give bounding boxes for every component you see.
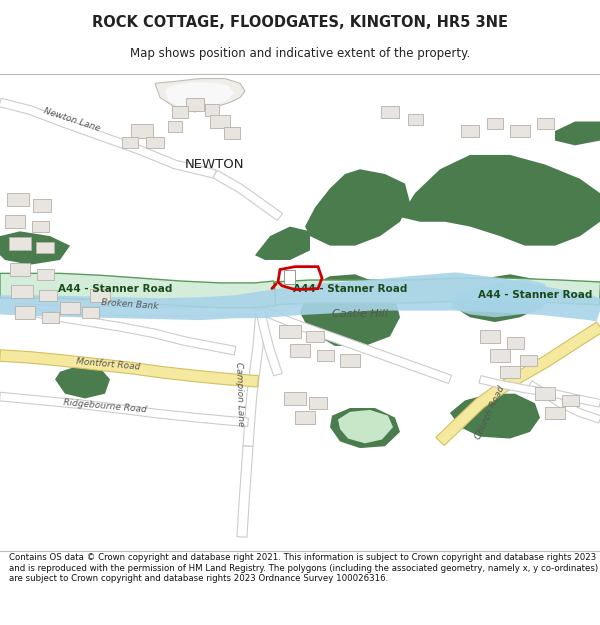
- Bar: [506, 338, 523, 349]
- Text: Newton Lane: Newton Lane: [43, 106, 101, 133]
- Bar: [32, 221, 49, 232]
- Polygon shape: [237, 446, 253, 538]
- Polygon shape: [0, 350, 259, 387]
- Bar: [39, 289, 57, 301]
- Text: Contains OS data © Crown copyright and database right 2021. This information is : Contains OS data © Crown copyright and d…: [9, 554, 598, 583]
- Bar: [279, 325, 301, 338]
- Polygon shape: [255, 226, 310, 260]
- Bar: [205, 104, 219, 116]
- Polygon shape: [528, 381, 600, 423]
- Bar: [461, 126, 479, 137]
- Polygon shape: [243, 298, 267, 446]
- Bar: [5, 215, 25, 229]
- Bar: [7, 193, 29, 206]
- Text: Campion Lane: Campion Lane: [235, 361, 245, 426]
- Bar: [186, 98, 204, 111]
- Polygon shape: [450, 274, 545, 322]
- Polygon shape: [0, 272, 600, 322]
- Bar: [510, 125, 530, 138]
- Text: ROCK COTTAGE, FLOODGATES, KINGTON, HR5 3NE: ROCK COTTAGE, FLOODGATES, KINGTON, HR5 3…: [92, 14, 508, 29]
- Text: Castle Hill: Castle Hill: [332, 309, 388, 319]
- Bar: [15, 306, 35, 319]
- Bar: [487, 118, 503, 129]
- Bar: [36, 242, 54, 253]
- Bar: [122, 138, 138, 148]
- Polygon shape: [0, 98, 216, 178]
- Polygon shape: [436, 322, 600, 446]
- Bar: [224, 127, 240, 139]
- Polygon shape: [479, 376, 600, 407]
- Text: A44 - Stanner Road: A44 - Stanner Road: [293, 284, 407, 294]
- Polygon shape: [155, 79, 245, 112]
- Bar: [309, 398, 327, 409]
- Bar: [210, 115, 230, 128]
- Bar: [131, 124, 153, 138]
- Text: Montfort Road: Montfort Road: [76, 357, 140, 371]
- Bar: [168, 121, 182, 131]
- Text: NEWTON: NEWTON: [185, 158, 245, 171]
- Text: Map shows position and indicative extent of the property.: Map shows position and indicative extent…: [130, 47, 470, 59]
- Bar: [9, 237, 31, 251]
- Polygon shape: [0, 273, 276, 308]
- Polygon shape: [15, 303, 260, 316]
- Bar: [60, 301, 80, 314]
- Bar: [37, 269, 53, 280]
- Polygon shape: [450, 394, 540, 439]
- Bar: [536, 118, 554, 129]
- Bar: [11, 285, 33, 298]
- Bar: [480, 330, 500, 343]
- Polygon shape: [400, 155, 600, 246]
- Text: Ridgebourne Road: Ridgebourne Road: [63, 398, 147, 414]
- Bar: [295, 411, 315, 424]
- Polygon shape: [305, 169, 410, 246]
- Bar: [340, 354, 360, 367]
- Polygon shape: [338, 410, 393, 443]
- Bar: [41, 311, 59, 323]
- Text: Broken Bank: Broken Bank: [101, 298, 159, 311]
- Polygon shape: [450, 279, 550, 318]
- Bar: [381, 106, 399, 118]
- Bar: [535, 388, 555, 400]
- Polygon shape: [274, 278, 600, 305]
- Bar: [82, 307, 98, 318]
- Bar: [10, 263, 30, 276]
- Polygon shape: [555, 121, 600, 146]
- Polygon shape: [284, 271, 295, 284]
- Polygon shape: [256, 309, 282, 376]
- Bar: [490, 349, 510, 362]
- Bar: [500, 366, 520, 378]
- Polygon shape: [55, 366, 110, 399]
- Bar: [290, 344, 310, 357]
- Polygon shape: [300, 274, 400, 346]
- Bar: [284, 392, 306, 405]
- Bar: [90, 289, 110, 301]
- Polygon shape: [0, 231, 70, 265]
- Bar: [306, 331, 324, 342]
- Text: Church Road: Church Road: [473, 384, 506, 441]
- Polygon shape: [0, 392, 248, 427]
- Bar: [545, 407, 565, 419]
- Bar: [317, 350, 334, 361]
- Text: A44 - Stanner Road: A44 - Stanner Road: [58, 284, 172, 294]
- Polygon shape: [34, 308, 236, 355]
- Polygon shape: [212, 171, 283, 221]
- Polygon shape: [165, 82, 234, 110]
- Polygon shape: [258, 306, 452, 383]
- Bar: [172, 106, 188, 118]
- Text: A44 - Stanner Road: A44 - Stanner Road: [478, 290, 592, 300]
- Bar: [407, 114, 422, 125]
- Polygon shape: [330, 408, 400, 448]
- Bar: [33, 199, 51, 212]
- Bar: [562, 394, 578, 406]
- Bar: [520, 354, 536, 366]
- Bar: [146, 137, 164, 148]
